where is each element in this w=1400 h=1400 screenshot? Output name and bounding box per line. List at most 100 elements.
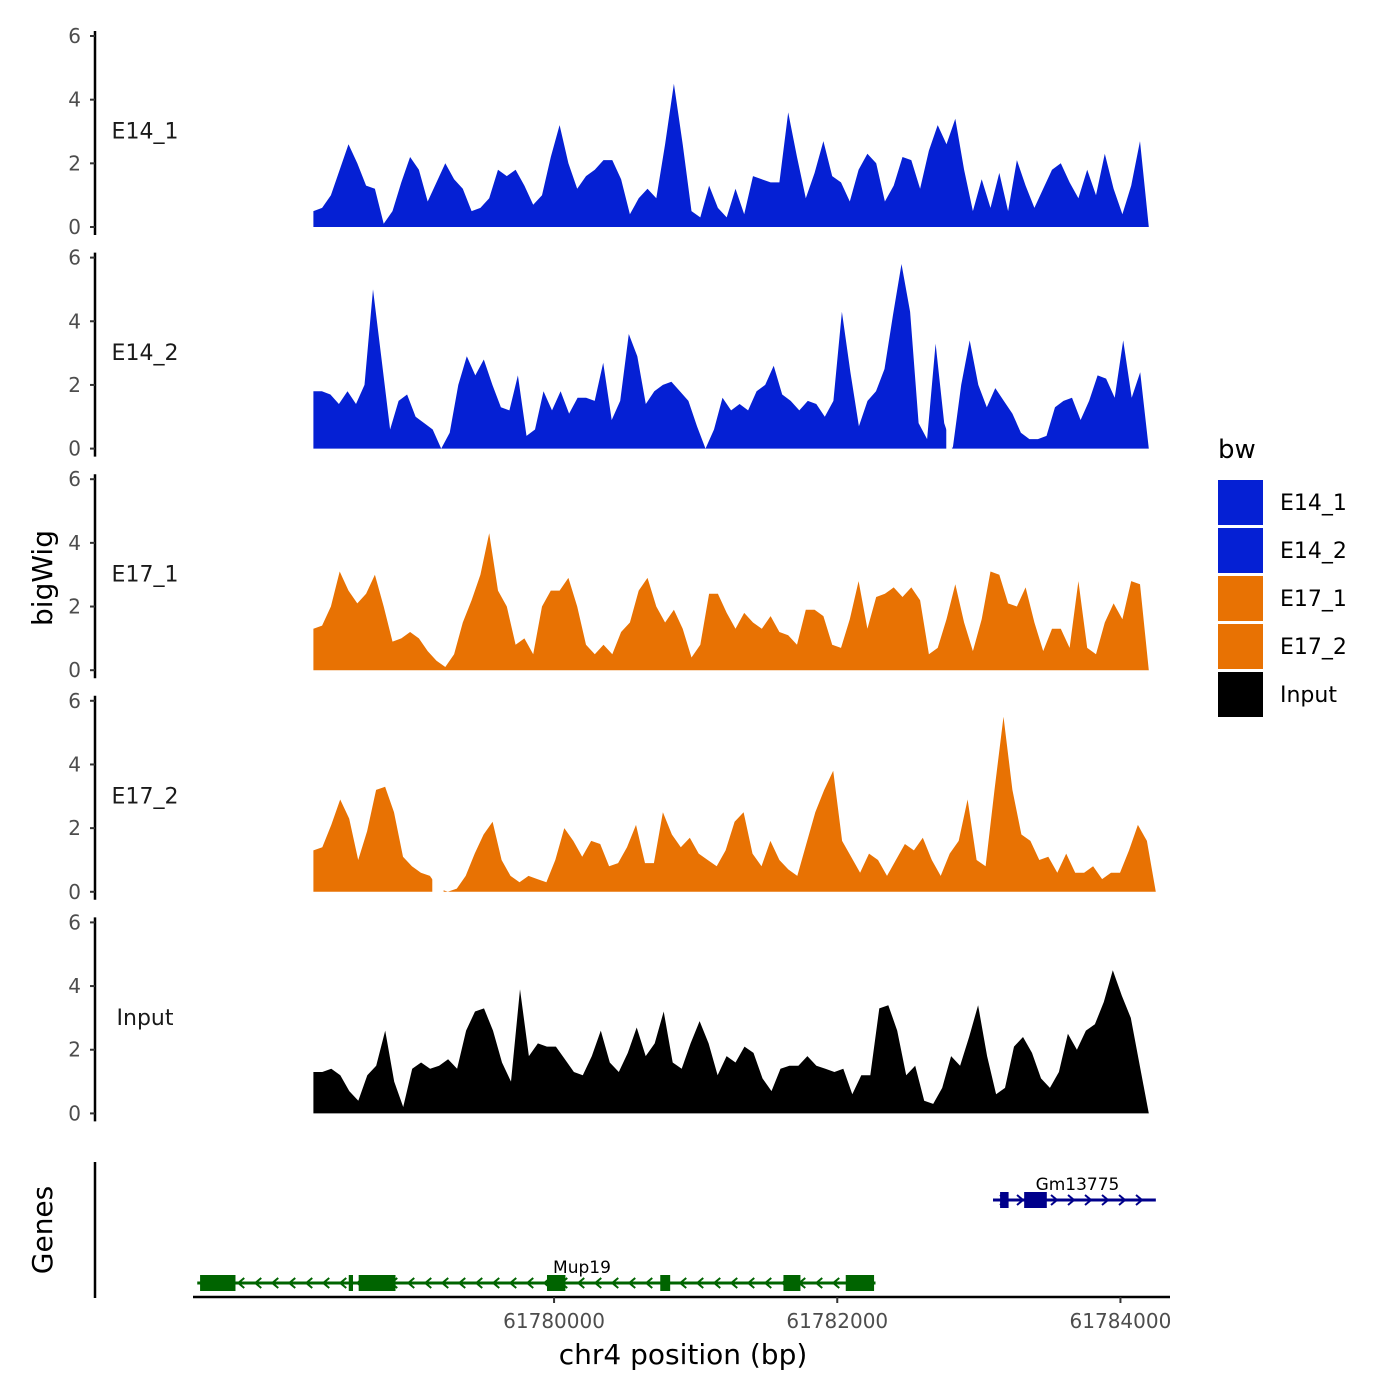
strand-arrow [423,1277,432,1289]
area-Input [313,970,1149,1114]
gene-Gm13775: Gm13775 [993,1175,1156,1208]
strand-arrow [678,1277,687,1289]
x-tick-label: 61780000 [503,1309,605,1333]
legend-swatch [1218,672,1263,717]
exon-block [1000,1192,1009,1208]
exon-block [358,1275,396,1291]
coverage-gap [432,698,444,893]
exon-block [348,1275,354,1291]
area-E14_1 [313,83,1149,227]
strand-arrow [457,1277,466,1289]
strand-arrow [287,1277,296,1289]
track-label: E17_1 [112,563,179,588]
strand-arrow [1050,1194,1059,1206]
track-panels: 0 2 4 6 E14_1 0 2 4 6 E14_2 0 2 4 6 E17_1 0 2 4 6 E17_2 0 2 4 6… [68,24,1156,1125]
strand-arrow [644,1277,653,1289]
strand-arrow [831,1277,840,1289]
y-tick-label: 6 [68,246,81,270]
strand-arrow [746,1277,755,1289]
track-label: E17_2 [112,784,179,809]
strand-arrow [253,1277,262,1289]
y-tick-label: 0 [68,1101,81,1125]
strand-arrow [474,1277,483,1289]
exon-block [200,1275,236,1291]
exon-block [660,1275,671,1291]
track-label: E14_2 [112,341,179,366]
exon-block [845,1275,875,1291]
strand-arrow [593,1277,602,1289]
legend-label: E14_1 [1280,491,1347,516]
y-tick-label: 6 [68,24,81,48]
strand-arrow [729,1277,738,1289]
y-tick-label: 0 [68,215,81,239]
legend-swatch [1218,480,1263,525]
strand-arrow [1101,1194,1110,1206]
strand-arrow [610,1277,619,1289]
y-tick-label: 0 [68,658,81,682]
y-tick-label: 4 [68,531,81,555]
gene-track: Gm13775 Mup19 [93,1162,1156,1298]
y-tick-label: 4 [68,974,81,998]
y-tick-label: 6 [68,467,81,491]
exon-block [546,1275,566,1291]
track-panel-E14_1: 0 2 4 6 E14_1 [68,24,1149,239]
track-label: Input [117,1006,174,1031]
y-tick-label: 2 [68,595,81,619]
y-tick-label: 0 [68,437,81,461]
strand-arrow [321,1277,330,1289]
exon-block [783,1275,801,1291]
legend-label: E17_1 [1280,587,1347,612]
strand-arrow [236,1277,245,1289]
genes-axis-title: Genes [26,1186,59,1274]
x-tick-label: 61782000 [786,1309,888,1333]
x-tick-label: 61784000 [1070,1309,1172,1333]
strand-arrow [338,1277,347,1289]
gene-label: Mup19 [553,1258,611,1278]
strand-arrow [508,1277,517,1289]
track-panel-Input: 0 2 4 6 Input [68,910,1149,1125]
track-panel-E17_2: 0 2 4 6 E17_2 [68,689,1156,904]
strand-arrow [763,1277,772,1289]
area-E14_2 [313,264,1149,449]
legend-swatch [1218,624,1263,669]
y-tick-label: 6 [68,689,81,713]
strand-arrow [576,1277,585,1289]
strand-arrow [440,1277,449,1289]
strand-arrow [406,1277,415,1289]
y-axis-title: bigWig [26,530,59,626]
y-tick-label: 2 [68,373,81,397]
legend-swatch [1218,576,1263,621]
strand-arrow [491,1277,500,1289]
y-tick-label: 2 [68,816,81,840]
strand-arrow [270,1277,279,1289]
track-panel-E17_1: 0 2 4 6 E17_1 [68,467,1149,682]
legend-swatch [1218,528,1263,573]
strand-arrow [1016,1194,1025,1206]
strand-arrow [1067,1194,1076,1206]
legend-item-Input: Input [1218,672,1337,717]
y-tick-label: 6 [68,910,81,934]
track-panel-E14_2: 0 2 4 6 E14_2 [68,246,1149,461]
strand-arrow [525,1277,534,1289]
strand-arrow [1135,1194,1144,1206]
legend-label: Input [1280,683,1337,708]
strand-arrow [695,1277,704,1289]
y-tick-label: 2 [68,1038,81,1062]
y-tick-label: 0 [68,880,81,904]
area-E17_2 [313,716,1156,892]
legend-label: E14_2 [1280,539,1347,564]
y-tick-label: 4 [68,752,81,776]
legend-item-E17_2: E17_2 [1218,624,1347,669]
x-axis-title: chr4 position (bp) [559,1338,808,1371]
x-axis: 61780000 61782000 61784000 [193,1295,1172,1333]
y-tick-label: 4 [68,88,81,112]
strand-arrow [814,1277,823,1289]
strand-arrow [1084,1194,1093,1206]
strand-arrow [627,1277,636,1289]
legend-label: E17_2 [1280,635,1347,660]
track-label: E14_1 [112,120,179,145]
exon-block [1024,1192,1047,1208]
strand-arrow [1118,1194,1127,1206]
